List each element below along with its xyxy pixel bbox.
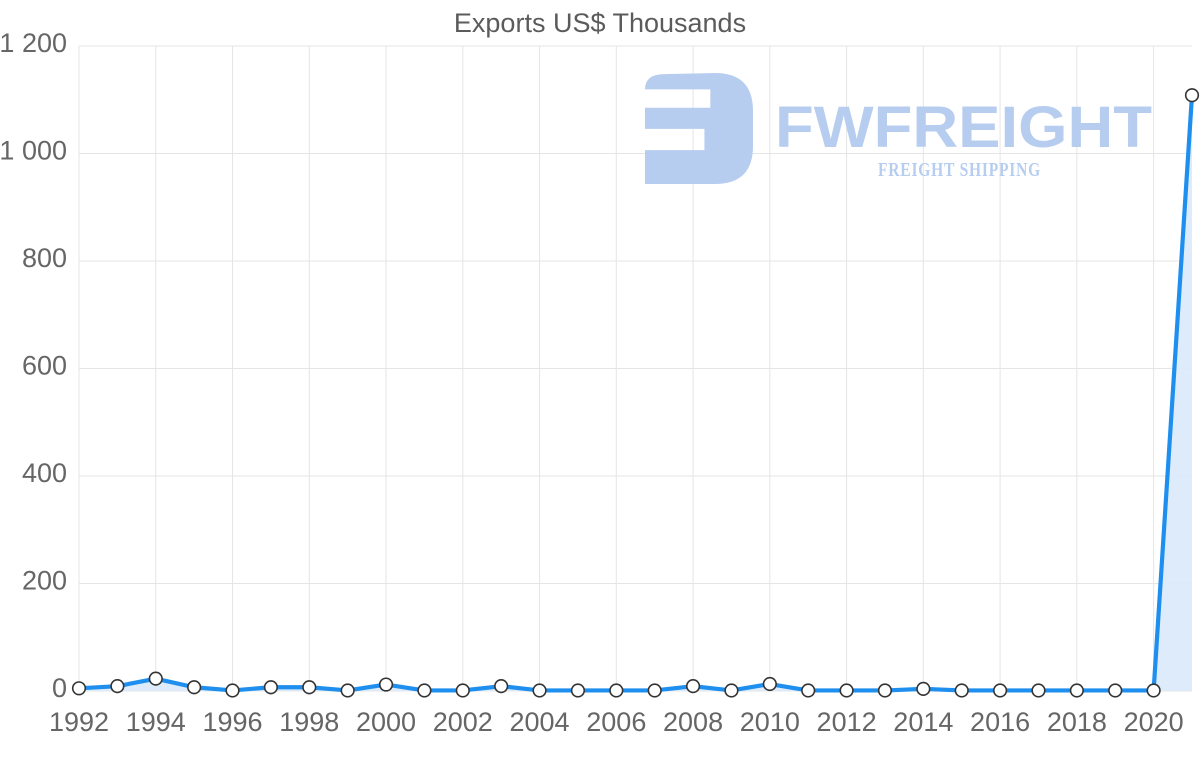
svg-text:600: 600 xyxy=(22,351,67,381)
svg-text:0: 0 xyxy=(52,673,67,703)
svg-text:1 200: 1 200 xyxy=(0,28,67,58)
svg-text:2016: 2016 xyxy=(970,707,1030,737)
svg-text:1994: 1994 xyxy=(126,707,186,737)
svg-text:2014: 2014 xyxy=(893,707,953,737)
svg-text:2008: 2008 xyxy=(663,707,723,737)
svg-text:1996: 1996 xyxy=(202,707,262,737)
svg-text:2002: 2002 xyxy=(433,707,493,737)
svg-text:800: 800 xyxy=(22,243,67,273)
svg-text:2010: 2010 xyxy=(740,707,800,737)
svg-text:1998: 1998 xyxy=(279,707,339,737)
svg-text:400: 400 xyxy=(22,458,67,488)
svg-text:2020: 2020 xyxy=(1124,707,1184,737)
svg-text:2004: 2004 xyxy=(510,707,570,737)
svg-text:FWFREIGHT: FWFREIGHT xyxy=(775,95,1152,160)
svg-text:FREIGHT SHIPPING: FREIGHT SHIPPING xyxy=(878,159,1041,181)
svg-text:2000: 2000 xyxy=(356,707,416,737)
svg-text:1992: 1992 xyxy=(49,707,109,737)
svg-text:200: 200 xyxy=(22,566,67,596)
svg-text:2012: 2012 xyxy=(817,707,877,737)
svg-text:2018: 2018 xyxy=(1047,707,1107,737)
svg-text:2006: 2006 xyxy=(586,707,646,737)
svg-text:1 000: 1 000 xyxy=(0,136,67,166)
